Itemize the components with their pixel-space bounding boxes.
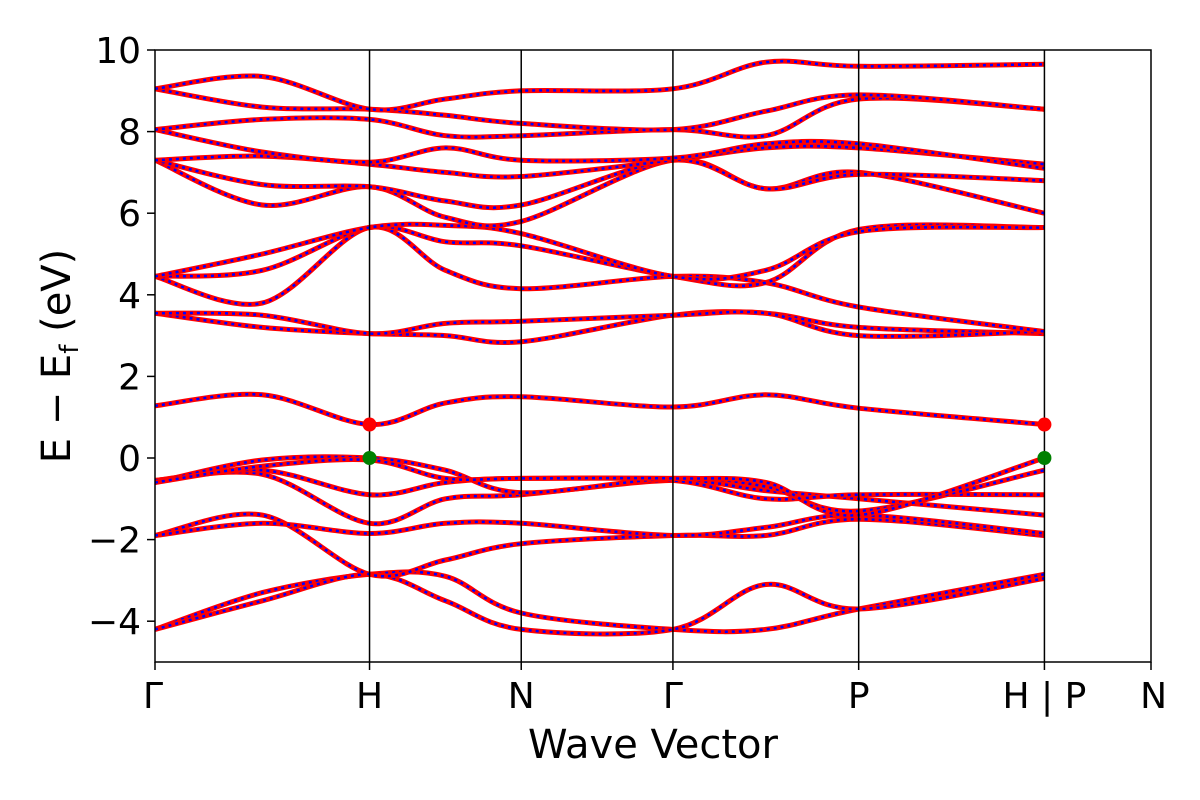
y-axis-ticks: −4 −2 0 2 4 6 8 10 — [88, 31, 155, 643]
x-tick-label: H — [356, 676, 383, 717]
y-tick-label: 8 — [118, 113, 141, 154]
cbm-marker-2 — [1037, 417, 1052, 432]
x-tick-label: H | P — [1003, 676, 1087, 717]
x-tick-label: N — [1140, 676, 1167, 717]
x-axis-label: Wave Vector — [528, 722, 779, 768]
band-5-dashed-line — [155, 470, 1045, 525]
band-17-dashed-line — [155, 144, 1045, 179]
y-tick-label: −2 — [88, 521, 141, 562]
vbm-marker-1 — [362, 451, 377, 465]
vbm-marker-3 — [1037, 451, 1052, 465]
band-14-line — [155, 221, 1045, 282]
band-2-dashed-line — [155, 573, 1045, 636]
band-7-dashed-line — [155, 455, 1045, 513]
band-6-dashed-line — [155, 468, 1045, 501]
band-12-dashed-line — [155, 225, 1045, 333]
band-11-dashed-line — [155, 310, 1045, 338]
y-axis-label-unit: (eV) — [34, 249, 80, 345]
band-1-dashed-line — [155, 570, 1045, 633]
band-18-dashed-line — [155, 128, 1045, 170]
band-3-dashed-line — [155, 512, 1045, 578]
y-tick-label: 6 — [118, 194, 141, 235]
x-tick-label: Γ — [143, 676, 163, 717]
band-edge-markers — [362, 417, 1052, 465]
x-tick-label: N — [508, 676, 535, 717]
band-4-dashed-line — [155, 513, 1045, 537]
band-9-dashed-line — [155, 393, 1045, 426]
y-tick-label: 0 — [118, 439, 141, 480]
band-9-line — [155, 391, 1045, 428]
band-15-dashed-line — [155, 158, 1045, 228]
band-8-dashed-line — [155, 456, 1045, 517]
x-axis-ticks: Γ H N Γ P H | P N — [143, 662, 1167, 717]
x-tick-label: P — [848, 676, 870, 717]
y-tick-label: 4 — [118, 276, 141, 317]
y-axis-label-main: E − E — [34, 354, 80, 464]
band-21-dashed-line — [155, 59, 1045, 112]
y-axis-label: E − Ef (eV) — [34, 249, 85, 464]
band-10-dashed-line — [155, 310, 1045, 344]
band-19-dashed-line — [155, 96, 1045, 139]
y-tick-label: 2 — [118, 357, 141, 398]
band-21-line — [155, 58, 1045, 113]
band-20-dashed-line — [155, 87, 1045, 132]
kpoint-lines — [368, 50, 1046, 662]
bands-layer — [155, 58, 1046, 637]
y-tick-label: 10 — [95, 31, 141, 72]
y-tick-label: −4 — [88, 602, 141, 643]
cbm-marker-0 — [362, 417, 377, 432]
x-tick-label: Γ — [663, 676, 683, 717]
y-axis-label-subscript: f — [55, 344, 85, 354]
band-14-dashed-line — [155, 223, 1045, 281]
plot-frame — [154, 49, 1152, 663]
band-16-line — [155, 157, 1045, 211]
